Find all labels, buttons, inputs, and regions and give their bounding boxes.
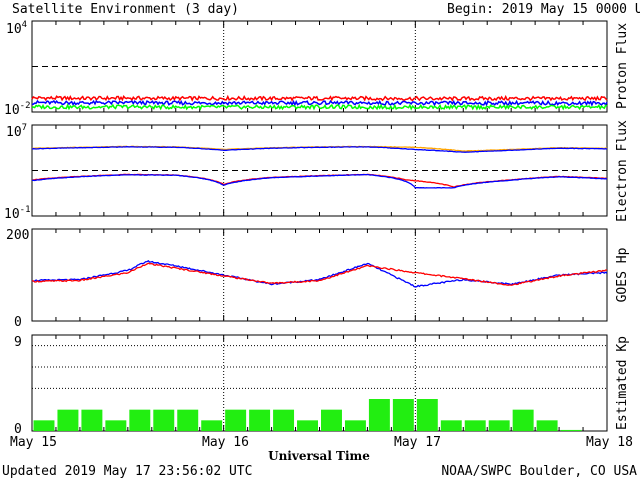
kp-ylabel: Estimated Kp: [615, 336, 630, 430]
kp-bar: [536, 420, 558, 431]
kp-bar: [273, 409, 295, 431]
kp-bar: [512, 409, 534, 431]
series-line: [31, 173, 608, 189]
xtick-may18: May 18: [586, 435, 633, 450]
series-line: [31, 146, 608, 153]
kp-bar: [392, 399, 414, 431]
proton-ylabel: Proton Flux: [615, 23, 630, 109]
goes-hp-ytick-bottom: 0: [14, 315, 22, 330]
kp-ytick-top: 9: [14, 335, 22, 350]
goes-hp-ylabel: GOES Hp: [615, 247, 630, 302]
kp-bar: [33, 420, 55, 431]
kp-bar: [225, 409, 247, 431]
begin-time: Begin: 2019 May 15 0000 UTC: [447, 2, 640, 17]
plot-layer: [31, 21, 608, 431]
kp-bar: [153, 409, 175, 431]
kp-ytick-bottom: 0: [14, 422, 22, 437]
kp-bar: [57, 409, 79, 431]
xtick-may15: May 15: [10, 435, 57, 450]
kp-bar: [368, 399, 390, 431]
kp-bar: [440, 420, 462, 431]
kp-bar: [249, 409, 271, 431]
updated-timestamp: Updated 2019 May 17 23:56:02 UTC: [2, 464, 252, 479]
proton-panel-frame: [31, 20, 608, 113]
kp-bar: [105, 420, 127, 431]
proton-ytick-bottom: 10-2: [4, 101, 31, 118]
series-line: [31, 94, 608, 102]
kp-bar: [488, 420, 510, 431]
kp-bar: [464, 420, 486, 431]
xtick-may16: May 16: [202, 435, 249, 450]
credit-line: NOAA/SWPC Boulder, CO USA: [441, 464, 637, 479]
kp-bar: [416, 399, 438, 431]
electron-ytick-top: 107: [6, 123, 27, 140]
series-line: [31, 262, 608, 286]
kp-bar: [177, 409, 199, 431]
goes-hp-ytick-top: 200: [6, 228, 29, 243]
xtick-may17: May 17: [394, 435, 441, 450]
kp-bar: [560, 429, 582, 431]
kp-bar: [81, 409, 103, 431]
proton-ytick-top: 104: [6, 20, 27, 37]
kp-bar: [129, 409, 151, 431]
kp-bar: [297, 420, 318, 431]
electron-panel-frame: [31, 124, 608, 217]
kp-bar: [344, 420, 366, 431]
electron-ylabel: Electron Flux: [615, 120, 630, 222]
kp-bar: [321, 409, 342, 431]
series-line: [31, 99, 608, 107]
chart-title: Satellite Environment (3 day): [12, 2, 239, 17]
series-line: [31, 103, 608, 111]
kp-bar: [201, 420, 223, 431]
x-axis-title: Universal Time: [268, 449, 370, 463]
electron-ytick-bottom: 10-1: [4, 205, 31, 222]
